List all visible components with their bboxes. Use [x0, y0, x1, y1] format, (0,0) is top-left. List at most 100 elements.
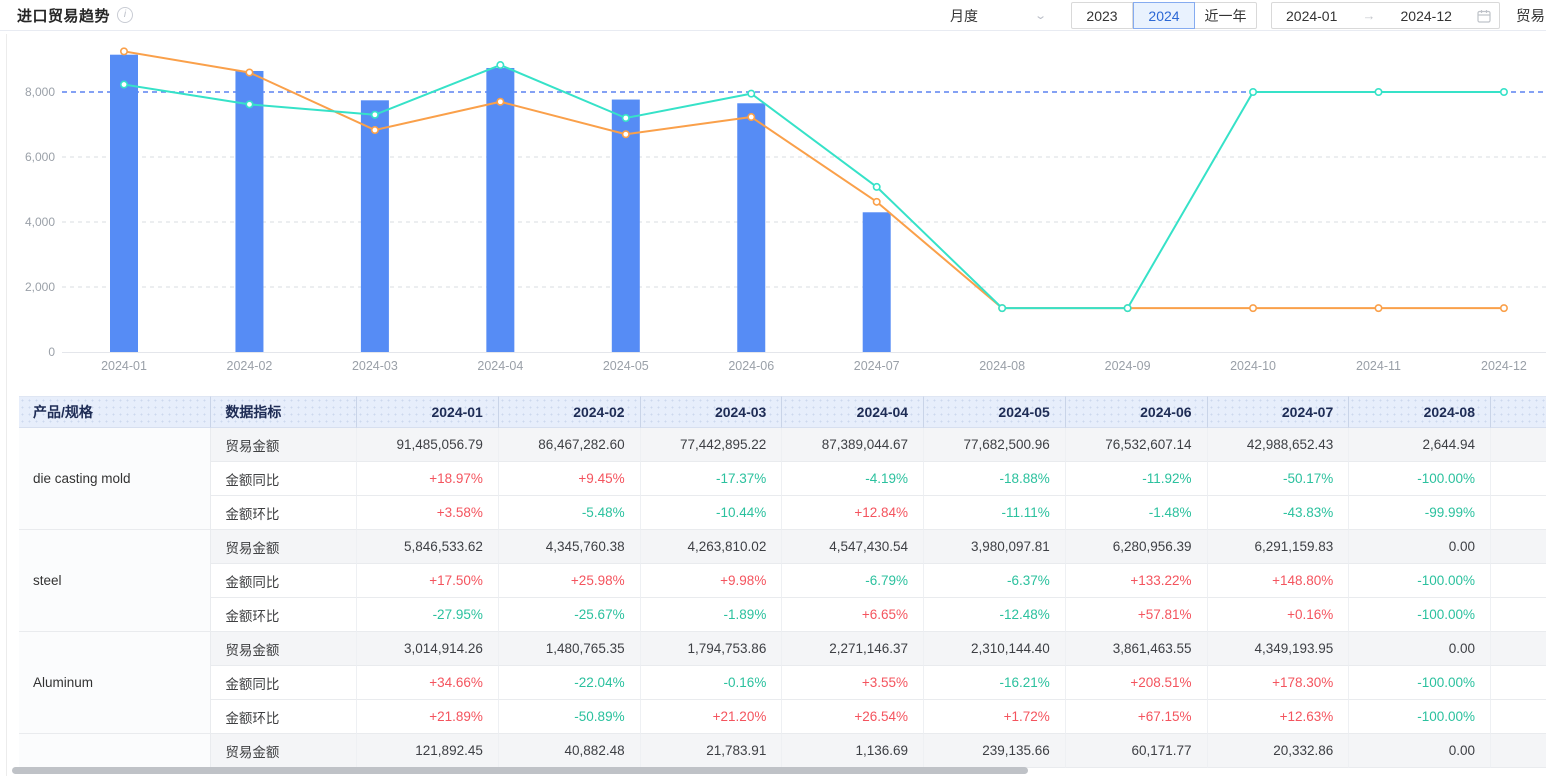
amount-value-cell: 4,345,760.38: [498, 530, 641, 564]
amount-value-cell: 4,263,810.02: [640, 530, 783, 564]
yoy-value-cell: -17.37%: [640, 462, 783, 496]
data-table: 产品/规格 数据指标 2024-01 2024-02 2024-03 2024-04 202…: [19, 396, 1546, 768]
table-row: 贸易金额 121,892.45 40,882.48 21,783.91 1,136.69…: [19, 734, 1546, 768]
line-teal-point: [120, 80, 129, 89]
yoy-value-cell: +148.80%: [1207, 564, 1350, 598]
line-teal-point: [1249, 87, 1258, 96]
overflow-cell: [1491, 496, 1546, 530]
line-teal-point: [1123, 304, 1132, 313]
overflow-cell: [1491, 666, 1546, 700]
year-2023-button[interactable]: 2023: [1071, 2, 1133, 29]
horizontal-scrollbar[interactable]: [0, 766, 1546, 775]
overflow-cell: [1491, 462, 1546, 496]
amount-value-cell: 87,389,044.67: [782, 428, 925, 462]
yoy-value-cell: -16.21%: [924, 666, 1066, 700]
table-row: 金额同比 +18.97% +9.45% -17.37% -4.19% -18.88% -11…: [19, 462, 1546, 496]
yoy-value-cell: -50.17%: [1207, 462, 1350, 496]
line-teal-point: [496, 61, 505, 70]
mom-value-cell: -99.99%: [1349, 496, 1491, 530]
metric-label-cell: 金额环比: [211, 700, 358, 734]
col-header-month: 2024-02: [498, 396, 641, 428]
y-tick-label: 6,000: [25, 150, 55, 164]
trade-label-cut: 贸易: [1516, 9, 1545, 25]
info-icon[interactable]: i: [117, 7, 134, 23]
mom-value-cell: -50.89%: [498, 700, 641, 734]
x-tick-label: 2024-03: [352, 359, 398, 373]
amount-value-cell: 0.00: [1349, 530, 1491, 564]
amount-value-cell: 1,136.69: [782, 734, 925, 768]
col-header-metric: 数据指标: [211, 396, 358, 428]
y-tick-label: 0: [48, 345, 55, 359]
mom-value-cell: -25.67%: [498, 598, 641, 632]
yoy-value-cell: -6.79%: [782, 564, 925, 598]
metric-label-cell: 贸易金额: [211, 734, 358, 768]
table-row: 金额同比 +34.66% -22.04% -0.16% +3.55% -16.21% +20…: [19, 666, 1546, 700]
amount-value-cell: 239,135.66: [924, 734, 1066, 768]
mom-value-cell: +12.84%: [782, 496, 925, 530]
mom-value-cell: -12.48%: [924, 598, 1066, 632]
y-tick-label: 8,000: [25, 85, 55, 99]
mom-value-cell: +21.20%: [640, 700, 783, 734]
table-row: Aluminum 贸易金额 3,014,914.26 1,480,765.35 1,79…: [19, 632, 1546, 734]
x-tick-label: 2024-06: [728, 359, 774, 373]
amount-value-cell: 91,485,056.79: [357, 428, 499, 462]
trend-chart: 0 2,000 4,000 6,000 8,000 2024-01 2024-02 2024-…: [25, 47, 1546, 373]
chevron-down-icon: ⌄: [1033, 10, 1047, 22]
amount-value-cell: 2,271,146.37: [782, 632, 925, 666]
line-orange: [123, 50, 1504, 310]
line-teal-point: [872, 182, 881, 191]
x-tick-label: 2024-12: [1481, 359, 1527, 373]
amount-value-cell: 77,682,500.96: [924, 428, 1066, 462]
x-tick-label: 2024-02: [227, 359, 273, 373]
header-controls: 月度 ⌄ 2023 2024 近一年 2024-01 → 2024-12 贸易: [938, 2, 1546, 29]
table-row: 金额环比 +3.58% -5.48% -10.44% +12.84% -11.11% -1.…: [19, 496, 1546, 530]
year-2024-button[interactable]: 2024: [1133, 2, 1195, 29]
period-select-value: 月度: [950, 7, 978, 24]
mom-value-cell: -27.95%: [357, 598, 499, 632]
x-tick-label: 2024-09: [1105, 359, 1151, 373]
mom-value-cell: +0.16%: [1207, 598, 1350, 632]
amount-value-cell: 3,980,097.81: [924, 530, 1066, 564]
metric-label-cell: 贸易金额: [211, 530, 358, 564]
y-tick-label: 4,000: [25, 215, 55, 229]
mom-value-cell: +1.72%: [924, 700, 1066, 734]
line-teal-point: [1499, 87, 1508, 96]
line-teal-point: [370, 110, 379, 119]
amount-value-cell: 3,014,914.26: [357, 632, 499, 666]
yoy-value-cell: +3.55%: [782, 666, 925, 700]
line-orange-point: [120, 47, 129, 56]
amount-value-cell: 86,467,282.60: [498, 428, 641, 462]
calendar-icon: [1477, 9, 1491, 23]
yoy-value-cell: -100.00%: [1349, 666, 1491, 700]
recent-year-button[interactable]: 近一年: [1195, 2, 1257, 29]
x-tick-label: 2024-07: [854, 359, 900, 373]
amount-value-cell: 4,547,430.54: [782, 530, 925, 564]
scrollbar-thumb[interactable]: [12, 767, 1028, 774]
product-name-cell: steel: [19, 530, 212, 632]
col-header-product: 产品/规格: [19, 396, 212, 428]
window-left-edge: [6, 34, 7, 776]
x-tick-label: 2024-04: [477, 359, 523, 373]
line-teal-point: [245, 100, 254, 109]
date-range-picker[interactable]: 2024-01 → 2024-12: [1271, 2, 1500, 29]
amount-value-cell: 60,171.77: [1065, 734, 1208, 768]
line-orange-point: [370, 126, 379, 135]
amount-value-cell: 2,644.94: [1349, 428, 1491, 462]
overflow-cell: [1491, 598, 1546, 632]
amount-value-cell: 3,861,463.55: [1065, 632, 1208, 666]
line-orange-point: [747, 113, 756, 122]
yoy-value-cell: -18.88%: [924, 462, 1066, 496]
bar: [360, 100, 389, 352]
mom-value-cell: +12.63%: [1207, 700, 1350, 734]
bar: [737, 103, 766, 352]
line-teal-point: [998, 304, 1007, 313]
line-teal-point: [747, 89, 756, 98]
mom-value-cell: -10.44%: [640, 496, 783, 530]
product-name-cell: Aluminum: [19, 632, 212, 734]
mom-value-cell: -43.83%: [1207, 496, 1350, 530]
amount-value-cell: 76,532,607.14: [1065, 428, 1208, 462]
yoy-value-cell: +133.22%: [1065, 564, 1208, 598]
period-select[interactable]: 月度 ⌄: [938, 6, 1051, 26]
arrow-right-icon: →: [1362, 8, 1376, 23]
mom-value-cell: -1.89%: [640, 598, 783, 632]
